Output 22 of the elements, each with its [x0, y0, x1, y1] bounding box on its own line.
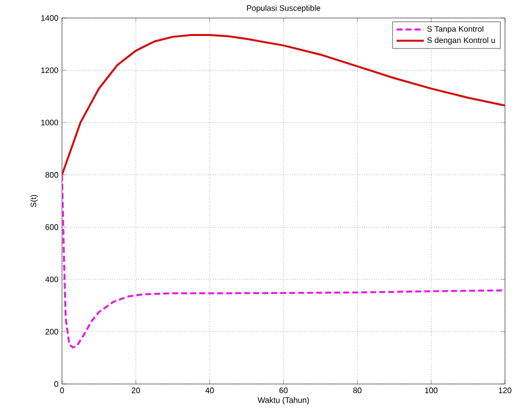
- y-tick-label: 400: [45, 276, 58, 282]
- line-series: [62, 174, 505, 348]
- x-axis-title: Waktu (Tahun): [258, 397, 309, 405]
- y-tick-label: 1400: [41, 15, 58, 21]
- y-tick-label: 200: [46, 328, 58, 335]
- x-tick-label: 120: [498, 388, 512, 394]
- x-tick-label: 0: [60, 388, 64, 394]
- x-tick-label: 80: [353, 388, 362, 394]
- y-axis-title: S(t): [30, 195, 38, 208]
- y-tick-label: 0: [54, 381, 58, 387]
- x-tick-label: 100: [425, 388, 438, 394]
- legend-label: S dengan Kontrol u: [427, 37, 495, 45]
- x-tick-label: 20: [132, 388, 140, 394]
- x-tick-label: 40: [205, 388, 214, 394]
- y-tick-label: 1200: [41, 67, 58, 74]
- legend-label: S Tanpa Kontrol: [427, 26, 484, 34]
- line-series: [62, 34, 505, 176]
- y-tick-label: 800: [45, 172, 58, 178]
- y-tick-label: 1000: [41, 120, 58, 126]
- chart-title: Populasi Susceptible: [247, 5, 320, 12]
- y-tick-label: 600: [46, 224, 58, 230]
- x-tick-label: 60: [279, 388, 288, 394]
